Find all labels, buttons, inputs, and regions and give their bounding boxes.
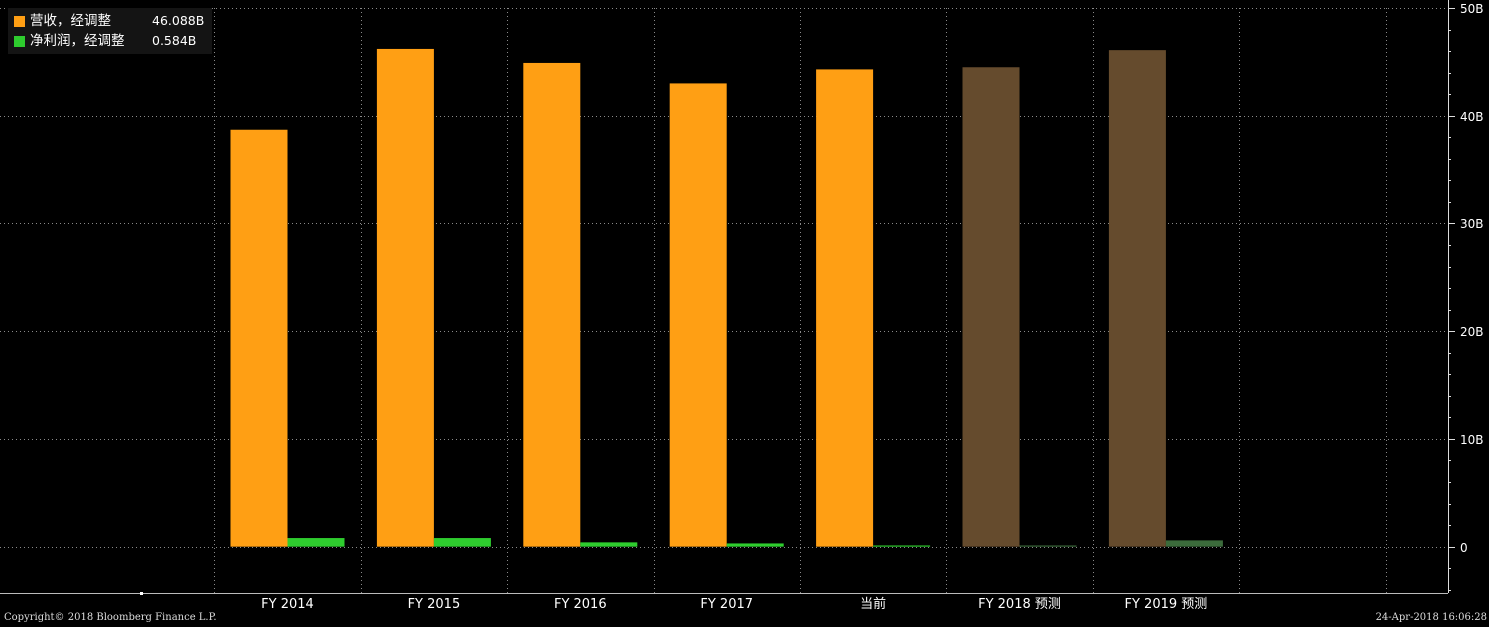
copyright-text: Copyright© 2018 Bloomberg Finance L.P.: [4, 612, 217, 623]
bar-revenue-6: [1108, 50, 1166, 547]
legend-item-revenue: 营收，经调整 46.088B: [14, 11, 204, 31]
bar-revenue-0: [230, 129, 288, 547]
bars: [230, 48, 1223, 547]
legend-value-net-profit: 0.584B: [152, 33, 197, 48]
bar-net-profit-4: [873, 545, 931, 547]
y-tick-label: 20B: [1460, 325, 1484, 339]
timestamp-text: 24-Apr-2018 16:06:28: [1375, 612, 1487, 623]
bar-revenue-5: [962, 67, 1020, 547]
legend-value-revenue: 46.088B: [152, 13, 205, 28]
bar-net-profit-1: [433, 538, 491, 547]
legend-label-net-profit: 净利润，经调整: [30, 33, 125, 49]
bar-revenue-3: [669, 83, 727, 547]
x-tick-label: FY 2017: [700, 597, 753, 612]
x-axis-marker: [140, 592, 143, 595]
x-tick-label: FY 2015: [408, 597, 461, 612]
bar-net-profit-2: [580, 542, 638, 547]
legend-label-revenue: 营收，经调整: [30, 13, 111, 29]
bar-net-profit-6: [1165, 540, 1223, 547]
legend-swatch-net-profit: [14, 35, 25, 47]
x-axis: FY 2014 FY 2015 FY 2016 FY 2017 当前 FY 2018 预测…: [0, 592, 1448, 612]
x-tick-label: FY 2014: [261, 597, 314, 612]
bar-net-profit-3: [726, 543, 784, 547]
x-tick-label: 当前: [860, 596, 886, 612]
legend-item-net-profit: 净利润，经调整 0.584B: [14, 31, 204, 51]
y-tick-label: 10B: [1460, 433, 1484, 447]
bar-net-profit-0: [287, 538, 345, 547]
bar-revenue-4: [816, 69, 874, 547]
bar-revenue-1: [376, 48, 434, 547]
bar-revenue-2: [523, 62, 581, 547]
legend: 营收，经调整 46.088B 净利润，经调整 0.584B: [8, 8, 213, 54]
y-tick-label: 40B: [1460, 110, 1484, 124]
y-tick-label: 0: [1460, 541, 1468, 555]
x-tick-label: FY 2016: [554, 597, 607, 612]
y-axis: 0 10B 20B 30B 40B 50B: [1448, 0, 1484, 593]
legend-swatch-revenue: [14, 15, 25, 27]
x-tick-label: FY 2019 预测: [1125, 597, 1208, 612]
y-tick-label: 50B: [1460, 2, 1484, 16]
x-tick-label: FY 2018 预测: [978, 597, 1061, 612]
bar-net-profit-5: [1019, 545, 1077, 547]
y-tick-label: 30B: [1460, 217, 1484, 231]
